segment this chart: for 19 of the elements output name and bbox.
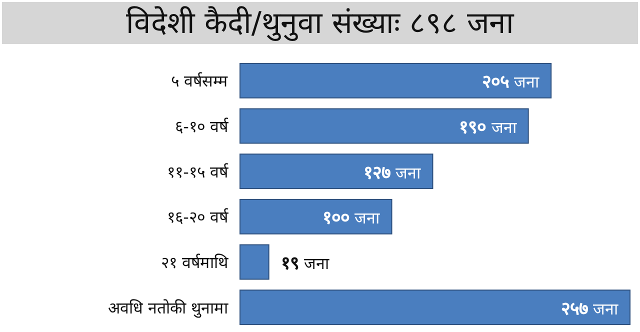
- y-tick-label: ६-१० वर्ष: [175, 117, 229, 136]
- data-label: २५७ जना: [560, 298, 619, 320]
- chart-title: विदेशी कैदी/थुनुवा संख्याः ८९८ जना: [126, 6, 516, 42]
- y-tick-label: १६-२० वर्ष: [167, 208, 229, 227]
- data-label: २०५ जना: [482, 72, 540, 93]
- y-tick-label: ११-१५ वर्ष: [167, 162, 229, 182]
- bar: [240, 154, 434, 190]
- y-tick-label: २१ वर्षमाथि: [160, 253, 229, 272]
- data-label: १९० जना: [459, 117, 518, 138]
- bar: [240, 62, 552, 98]
- bar: [240, 290, 630, 326]
- bar: [240, 244, 270, 280]
- data-label: १२७ जना: [364, 162, 422, 184]
- y-tick-label: अवधि नतोकी थुनामा: [108, 298, 229, 318]
- bar: [240, 198, 392, 234]
- y-tick-label: ५ वर्षसम्म: [170, 72, 228, 91]
- data-label: १०० जना: [322, 208, 381, 229]
- bar: [240, 108, 529, 144]
- data-label: १९ जना: [280, 253, 330, 274]
